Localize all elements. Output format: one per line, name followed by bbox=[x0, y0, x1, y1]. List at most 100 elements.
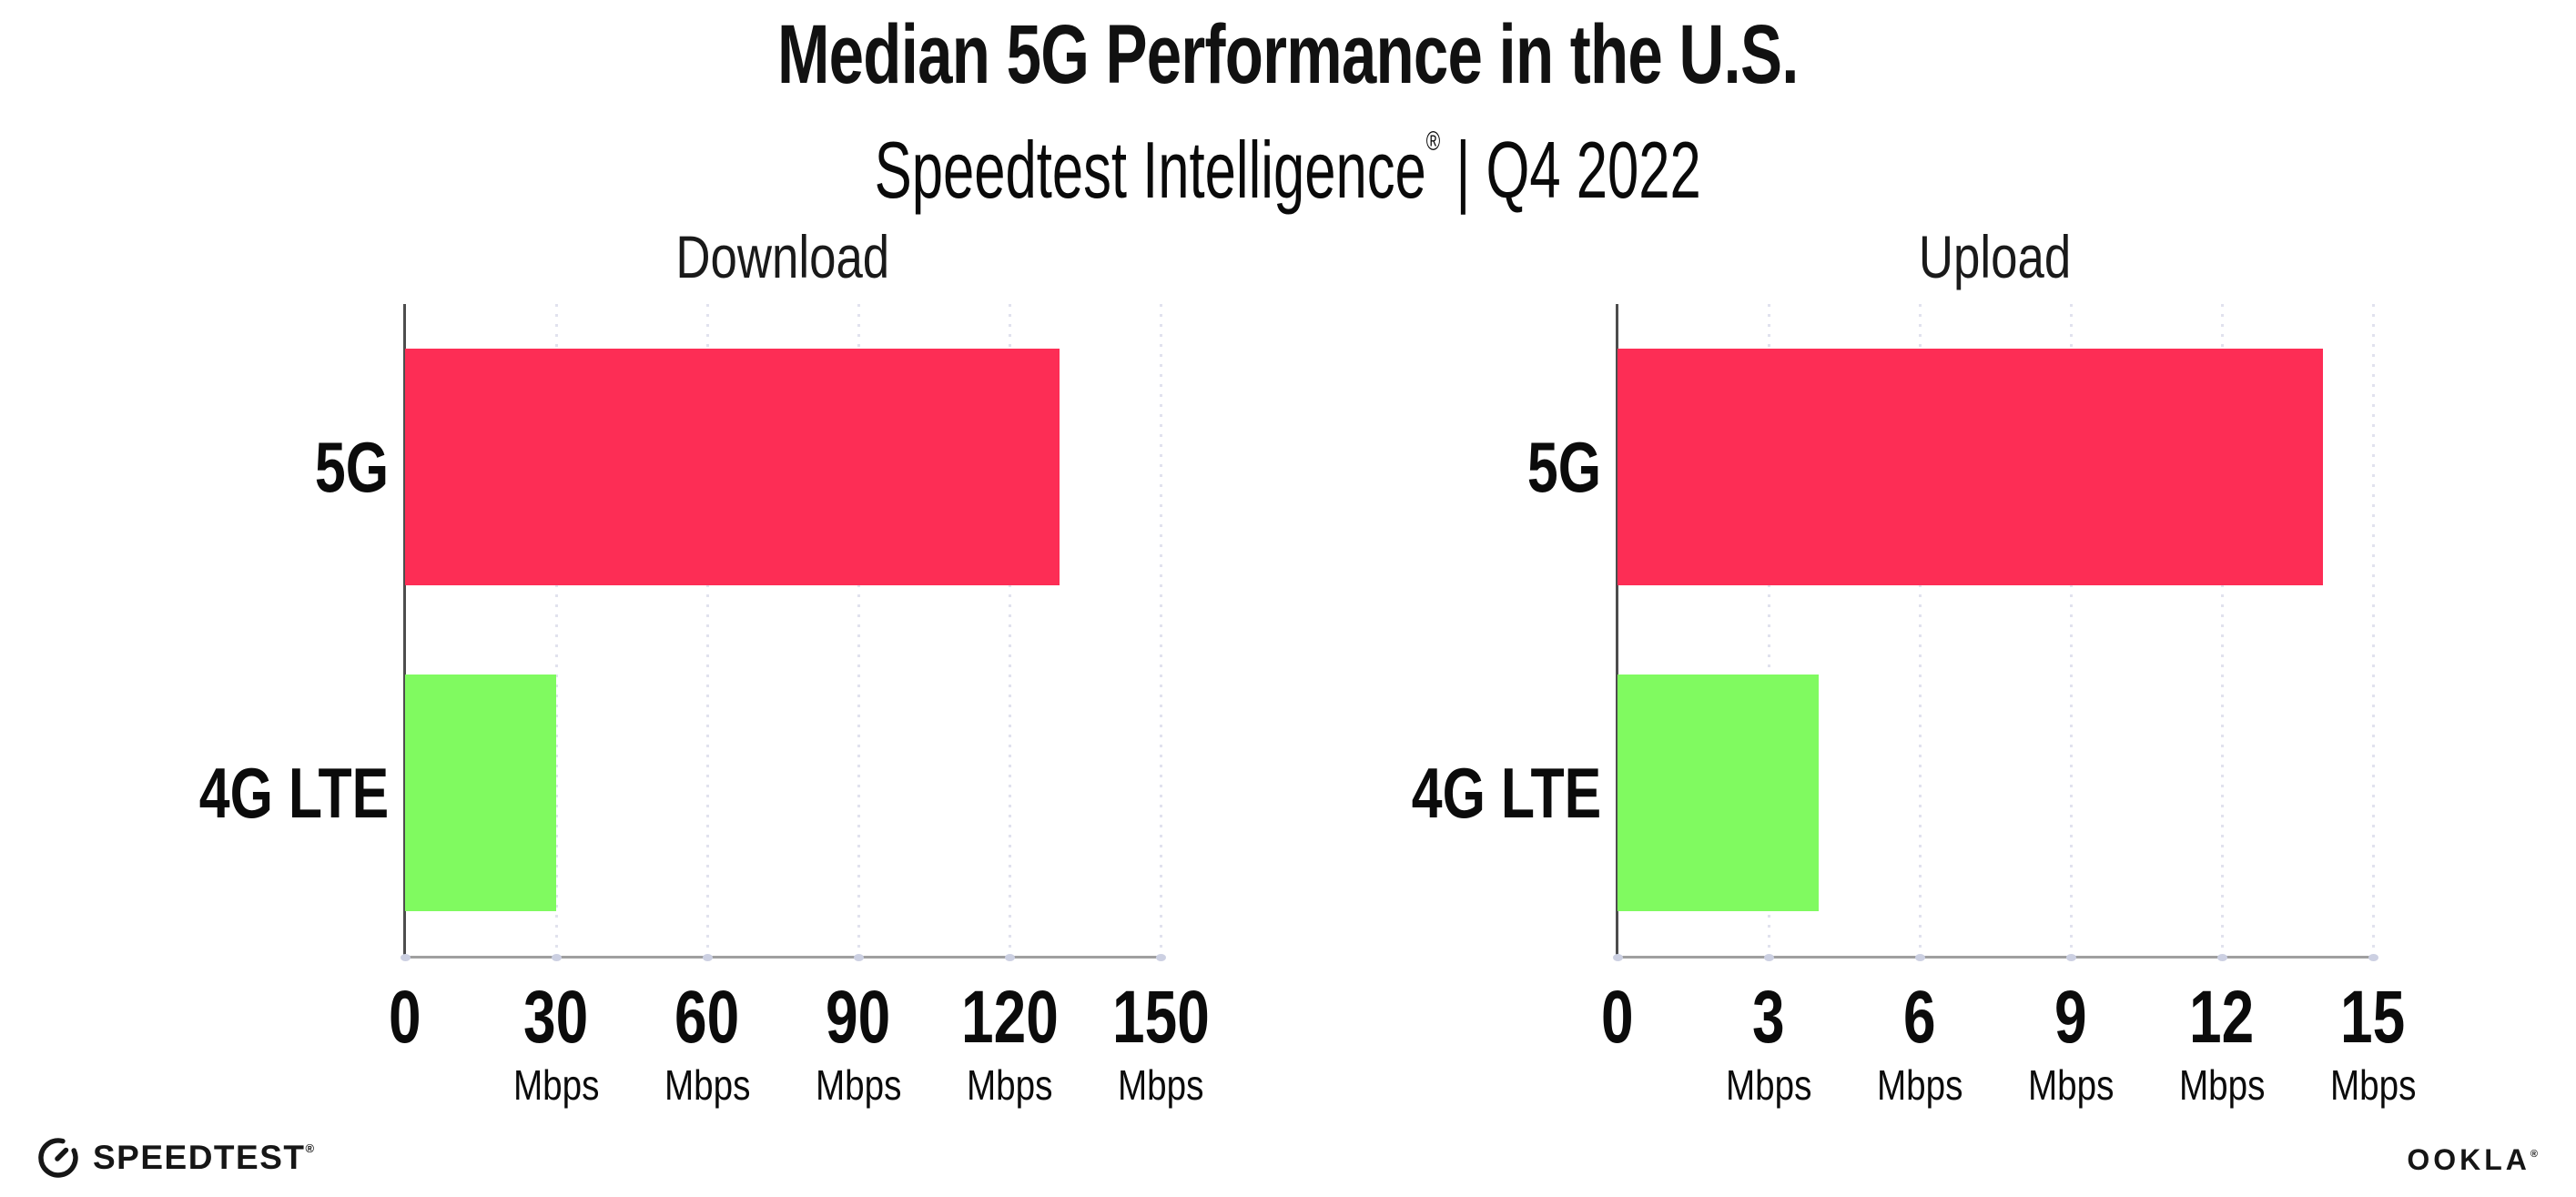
x-tick-value-text: 150 bbox=[1111, 976, 1210, 1059]
y-axis-line bbox=[1616, 304, 1618, 959]
axis-tick-dot-30 bbox=[551, 954, 562, 961]
x-tick-value-text: 120 bbox=[960, 976, 1059, 1059]
page-subtitle: Speedtest Intelligence® | Q4 2022 bbox=[0, 95, 2576, 218]
x-tick-label-120: 120 Mbps bbox=[909, 978, 1110, 1110]
x-tick-value-text: 60 bbox=[674, 976, 740, 1059]
page-title: Median 5G Performance in the U.S. bbox=[0, 9, 2576, 100]
category-label-text-4g-lte: 4G LTE bbox=[198, 753, 389, 833]
axis-tick-dot-3 bbox=[1763, 954, 1774, 961]
gridline-6 bbox=[1918, 304, 1922, 956]
x-tick-unit-text: Mbps bbox=[664, 1061, 751, 1109]
x-tick-value-text: 3 bbox=[1752, 976, 1785, 1059]
x-tick-value: 30 bbox=[456, 978, 656, 1058]
download-chart-panel: Download 5G 4G LTE 0 30 Mbps 60 Mbps 90 Mbps 120… bbox=[132, 223, 1210, 1142]
gridline-3 bbox=[1767, 304, 1770, 956]
speedtest-wordmark-text: SPEEDTEST bbox=[93, 1139, 306, 1176]
gridline-15 bbox=[2371, 304, 2375, 956]
x-tick-value: 120 bbox=[909, 978, 1110, 1058]
axis-tick-dot-60 bbox=[702, 954, 713, 961]
x-tick-unit-text: Mbps bbox=[966, 1061, 1053, 1109]
subtitle-brand: Speedtest Intelligence bbox=[874, 125, 1427, 215]
plot-area bbox=[400, 304, 1166, 961]
x-tick-unit-text: Mbps bbox=[2178, 1061, 2266, 1109]
speedtest-gauge-icon bbox=[38, 1138, 78, 1178]
x-tick-unit: Mbps bbox=[456, 1061, 656, 1109]
upload-chart-panel: Upload 5G 4G LTE 0 3 Mbps 6 Mbps 9 Mbps 12 Mbps 15… bbox=[1344, 223, 2417, 1142]
x-tick-unit-text: Mbps bbox=[1876, 1061, 1963, 1109]
x-tick-value: 150 bbox=[1060, 978, 1261, 1058]
axis-tick-dot-15 bbox=[2368, 954, 2378, 961]
bar-5g-upload bbox=[1618, 349, 2323, 585]
subtitle-period: | Q4 2022 bbox=[1440, 125, 1702, 215]
x-tick-value: 0 bbox=[305, 978, 505, 1058]
x-tick-label-90: 90 Mbps bbox=[758, 978, 958, 1110]
x-tick-unit: Mbps bbox=[607, 1061, 807, 1109]
x-tick-label-0: 0 bbox=[1517, 978, 1718, 1058]
x-tick-value-text: 0 bbox=[1601, 976, 1634, 1059]
download-panel-title: Download bbox=[405, 223, 1161, 290]
x-tick-label-9: 9 Mbps bbox=[1971, 978, 2171, 1110]
category-label-text-5g: 5G bbox=[314, 427, 389, 507]
axis-tick-dot-9 bbox=[2065, 954, 2076, 961]
category-label-4g-lte: 4G LTE bbox=[1344, 751, 1601, 835]
x-tick-value: 3 bbox=[1668, 978, 1869, 1058]
x-tick-value: 9 bbox=[1971, 978, 2171, 1058]
x-tick-unit: Mbps bbox=[1060, 1061, 1261, 1109]
x-tick-value: 90 bbox=[758, 978, 958, 1058]
x-tick-label-15: 15 Mbps bbox=[2273, 976, 2473, 1110]
category-label-4g-lte: 4G LTE bbox=[132, 751, 389, 835]
gridline-150 bbox=[1159, 304, 1162, 956]
upload-panel-title-text: Upload bbox=[1919, 223, 2072, 290]
x-tick-label-60: 60 Mbps bbox=[607, 976, 807, 1110]
y-axis-line bbox=[403, 304, 406, 959]
gridline-30 bbox=[554, 304, 558, 956]
x-tick-unit-text: Mbps bbox=[2329, 1061, 2417, 1109]
x-tick-unit: Mbps bbox=[758, 1061, 958, 1109]
x-tick-unit: Mbps bbox=[1971, 1061, 2171, 1109]
category-label-text-5g: 5G bbox=[1526, 427, 1601, 507]
axis-tick-dot-150 bbox=[1155, 954, 1166, 961]
x-tick-value-text: 15 bbox=[2340, 976, 2406, 1059]
x-tick-value-text: 0 bbox=[389, 976, 421, 1059]
page-title-text: Median 5G Performance in the U.S. bbox=[777, 8, 1799, 101]
x-tick-unit: Mbps bbox=[1668, 1061, 1869, 1109]
upload-panel-title: Upload bbox=[1618, 223, 2373, 290]
x-tick-label-30: 30 Mbps bbox=[456, 978, 656, 1110]
x-tick-unit-text: Mbps bbox=[815, 1061, 902, 1109]
axis-tick-dot-0 bbox=[1612, 954, 1623, 961]
x-tick-unit-text: Mbps bbox=[512, 1061, 600, 1109]
speedtest-wordmark: SPEEDTEST® bbox=[93, 1139, 314, 1177]
x-tick-unit-text: Mbps bbox=[2027, 1061, 2115, 1109]
category-label-5g: 5G bbox=[1344, 425, 1601, 509]
category-label-5g: 5G bbox=[132, 425, 389, 509]
x-tick-value: 0 bbox=[1517, 978, 1718, 1058]
page-subtitle-text: Speedtest Intelligence® | Q4 2022 bbox=[875, 95, 1701, 218]
x-tick-value-text: 30 bbox=[523, 976, 589, 1059]
speedtest-logo: SPEEDTEST® bbox=[36, 1136, 314, 1180]
bar-5g-download bbox=[405, 349, 1060, 585]
bar-4g-lte-upload bbox=[1618, 675, 1820, 911]
x-tick-unit: Mbps bbox=[909, 1061, 1110, 1109]
x-tick-value-text: 6 bbox=[1903, 976, 1936, 1059]
x-tick-label-3: 3 Mbps bbox=[1668, 978, 1869, 1110]
x-axis-line bbox=[1616, 956, 2376, 959]
x-tick-label-12: 12 Mbps bbox=[2122, 976, 2322, 1110]
category-labels: 5G 4G LTE bbox=[1344, 304, 1601, 956]
x-tick-unit: Mbps bbox=[1820, 1061, 2020, 1109]
gridline-90 bbox=[857, 304, 860, 956]
gridline-12 bbox=[2220, 304, 2224, 956]
x-tick-label-0: 0 bbox=[305, 978, 505, 1058]
x-tick-unit-text: Mbps bbox=[1117, 1061, 1204, 1109]
gridline-120 bbox=[1008, 304, 1011, 956]
registered-mark: ® bbox=[1426, 127, 1441, 157]
x-axis-labels: 0 3 Mbps 6 Mbps 9 Mbps 12 Mbps 15 Mbps bbox=[1601, 976, 2416, 1141]
axis-tick-dot-120 bbox=[1004, 954, 1015, 961]
axis-tick-dot-0 bbox=[400, 954, 411, 961]
axis-tick-dot-90 bbox=[853, 954, 864, 961]
x-tick-value-text: 9 bbox=[2054, 976, 2087, 1059]
plot-area bbox=[1612, 304, 2378, 961]
gridline-9 bbox=[2069, 304, 2073, 956]
x-tick-unit: Mbps bbox=[2273, 1061, 2473, 1109]
x-tick-value-text: 12 bbox=[2189, 976, 2255, 1059]
download-panel-title-text: Download bbox=[675, 223, 890, 290]
